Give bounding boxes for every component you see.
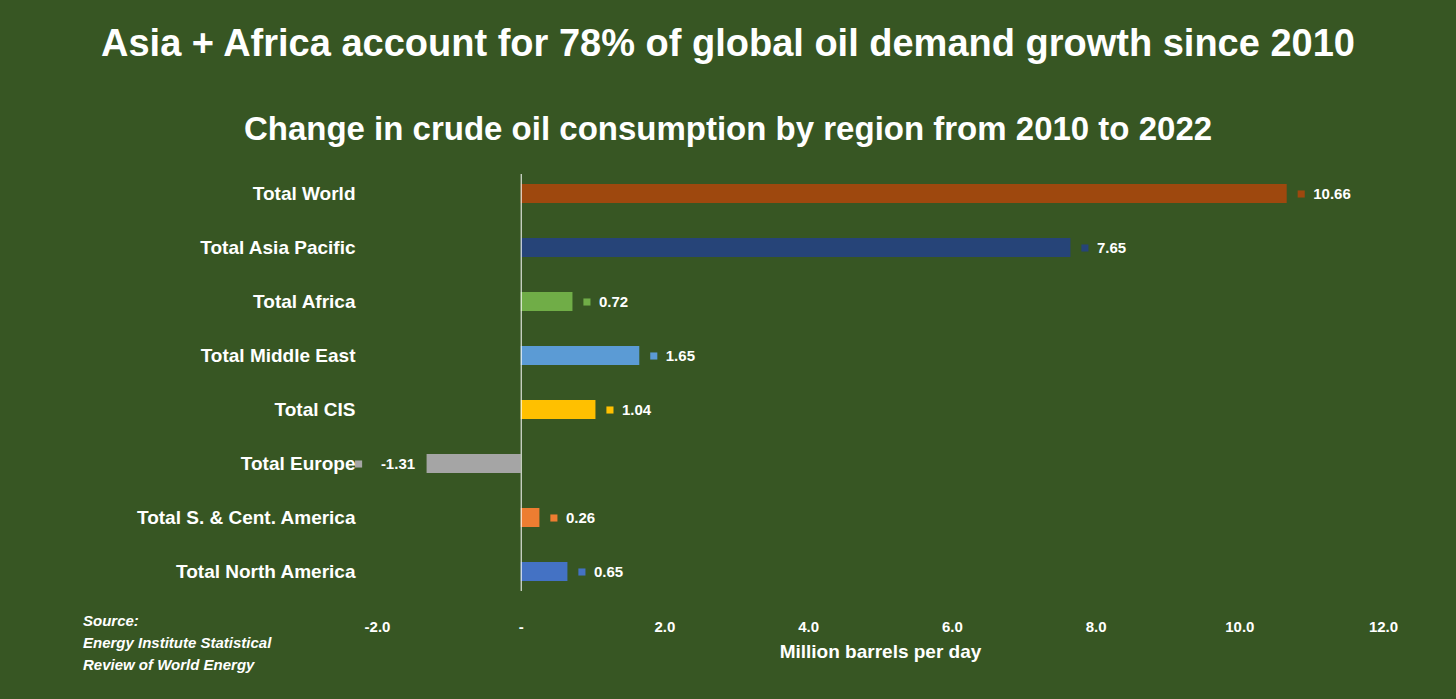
svg-text:Total North America: Total North America — [176, 561, 356, 582]
svg-text:0.65: 0.65 — [594, 563, 623, 580]
svg-text:Million barrels per day: Million barrels per day — [780, 641, 982, 662]
svg-text:8.0: 8.0 — [1086, 618, 1107, 635]
svg-text:Total World: Total World — [253, 183, 356, 204]
svg-text:1.65: 1.65 — [666, 347, 695, 364]
html-text:Source: Energy Institute Stati: Source: Energy Institute Statistical Rev… — [83, 612, 272, 673]
svg-text:1.04: 1.04 — [622, 401, 652, 418]
svg-text:6.0: 6.0 — [942, 618, 963, 635]
svg-text:4.0: 4.0 — [798, 618, 819, 635]
svg-text:Total Europe: Total Europe — [241, 453, 356, 474]
svg-text:12.0: 12.0 — [1369, 618, 1398, 635]
svg-text:Total Asia Pacific: Total Asia Pacific — [200, 237, 356, 258]
svg-text:-: - — [519, 618, 524, 635]
svg-text:10.0: 10.0 — [1225, 618, 1254, 635]
svg-text:10.66: 10.66 — [1313, 185, 1351, 202]
svg-text:7.65: 7.65 — [1097, 239, 1126, 256]
svg-text:Total Africa: Total Africa — [253, 291, 356, 312]
svg-text:2.0: 2.0 — [654, 618, 675, 635]
html-text:Asia + Africa account for 78%: Asia + Africa account for 78% of global … — [101, 22, 1355, 64]
svg-text:Total S. & Cent. America: Total S. & Cent. America — [137, 507, 356, 528]
svg-text:0.26: 0.26 — [566, 509, 595, 526]
svg-text:Total Middle East: Total Middle East — [201, 345, 357, 366]
svg-text:0.72: 0.72 — [599, 293, 628, 310]
html-text:Change in crude oil consumptio: Change in crude oil consumption by regio… — [243, 110, 1213, 147]
svg-text:-2.0: -2.0 — [365, 618, 391, 635]
svg-text:Total CIS: Total CIS — [275, 399, 356, 420]
svg-text:-1.31: -1.31 — [381, 455, 415, 472]
